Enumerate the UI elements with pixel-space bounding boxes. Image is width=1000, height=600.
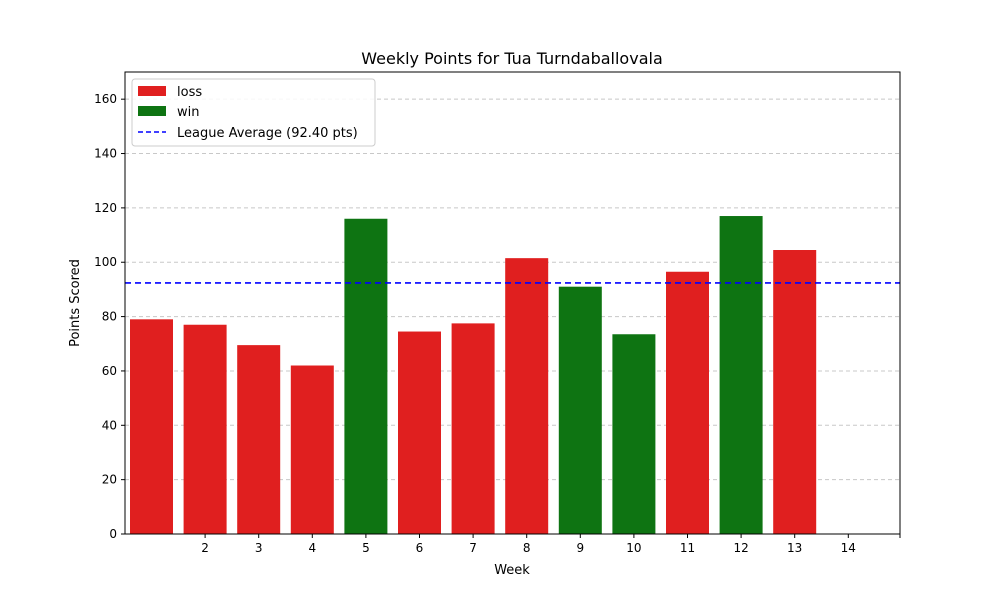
legend-label-win: win <box>177 105 199 120</box>
bars <box>130 216 817 535</box>
y-tick-label: 80 <box>102 310 117 324</box>
bar-week-1 <box>130 319 173 534</box>
bar-week-2 <box>183 324 227 534</box>
x-tick-label: 3 <box>255 541 263 555</box>
x-tick-label: 14 <box>841 541 856 555</box>
legend-swatch-win <box>138 106 166 116</box>
bar-week-5 <box>344 218 388 535</box>
bar-week-10 <box>612 334 656 534</box>
x-tick-label: 2 <box>201 541 209 555</box>
legend-swatch-loss <box>138 86 166 96</box>
bar-week-12 <box>719 216 763 535</box>
plot-frame <box>124 71 901 535</box>
bar-week-9 <box>558 286 602 534</box>
y-tick-label: 0 <box>109 527 117 541</box>
x-tick-label: 8 <box>523 541 531 555</box>
y-tick-label: 140 <box>94 147 117 161</box>
legend: loss win League Average (92.40 pts) <box>131 78 376 147</box>
x-tick-label: 6 <box>416 541 424 555</box>
x-tick-label: 13 <box>787 541 802 555</box>
x-tick-label: 10 <box>626 541 641 555</box>
legend-label-loss: loss <box>177 85 202 100</box>
bar-week-4 <box>290 365 334 534</box>
bar-week-8 <box>505 258 549 534</box>
bar-week-13 <box>773 250 817 534</box>
legend-label-average: League Average (92.40 pts) <box>177 126 358 141</box>
chart-title: Weekly Points for Tua Turndaballovala <box>361 49 663 68</box>
y-tick-label: 120 <box>94 201 117 215</box>
x-tick-label: 5 <box>362 541 370 555</box>
x-tick-label: 7 <box>469 541 477 555</box>
y-axis: 0 20 40 60 80 100 120 140 160 <box>94 92 125 541</box>
x-tick-label: 12 <box>733 541 748 555</box>
y-tick-label: 40 <box>102 418 117 432</box>
y-axis-label: Points Scored <box>68 259 83 347</box>
y-tick-label: 160 <box>94 92 117 106</box>
y-tick-label: 60 <box>102 364 117 378</box>
x-axis: 2 3 4 5 6 7 8 9 10 11 12 13 14 <box>201 534 901 555</box>
x-tick-label: 4 <box>308 541 316 555</box>
y-tick-label: 20 <box>102 473 117 487</box>
bar-week-3 <box>237 345 281 534</box>
x-tick-label: 9 <box>576 541 584 555</box>
bar-week-7 <box>451 323 495 534</box>
x-tick-label: 11 <box>680 541 695 555</box>
bar-week-6 <box>398 331 441 534</box>
legend-box <box>131 78 376 147</box>
x-axis-label: Week <box>494 563 530 578</box>
bar-week-11 <box>666 271 709 534</box>
y-tick-label: 100 <box>94 255 117 269</box>
